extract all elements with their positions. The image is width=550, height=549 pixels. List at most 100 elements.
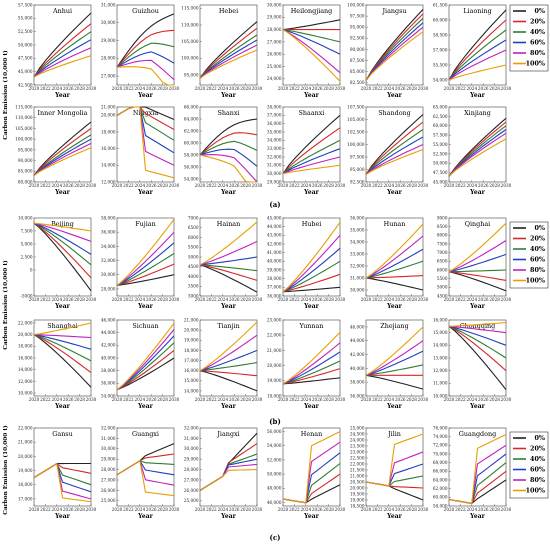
series-line-100pct (116, 66, 174, 86)
panel-title: Tianjin (217, 322, 239, 330)
x-tick-label: 2022 (289, 507, 300, 512)
x-tick-label: 2028 (489, 397, 500, 402)
y-tick-label: 26,000 (101, 488, 116, 493)
y-tick-label: 31,000 (101, 436, 116, 441)
series-line-60pct (199, 148, 258, 167)
y-tick-label: 40,000 (101, 355, 116, 360)
legend-label: 100% (526, 487, 545, 495)
series-line-60pct (116, 335, 175, 391)
panel-anhui: Anhui 42,500 45,000 47,500 50,000 52,500 55,00… (18, 2, 97, 99)
y-tick-label: 107,500 (347, 104, 365, 109)
series-line-0pct (365, 9, 424, 81)
y-tick-label: 23,000 (350, 449, 365, 454)
y-tick-label: 115,000 (15, 104, 33, 109)
y-tick-label: 24,000 (267, 76, 282, 81)
y-axis-label: Carbon Emission (10,000 t) (2, 50, 9, 140)
series-line-100pct (33, 147, 92, 177)
series-line-60pct (33, 39, 92, 78)
x-tick-label: 2022 (123, 183, 134, 188)
y-tick-label: 105,000 (181, 39, 199, 44)
y-tick-label: 25,000 (350, 425, 365, 430)
x-tick-label: 2022 (289, 397, 300, 402)
x-tick-label: 2030 (501, 183, 512, 188)
x-tick-label: 2028 (157, 507, 168, 512)
x-tick-label: 2020 (278, 507, 289, 512)
series-line-80pct (448, 325, 507, 334)
x-tick-label: 2022 (206, 297, 217, 302)
y-tick-label: 33,000 (350, 251, 365, 256)
series-line-100pct (33, 462, 92, 503)
panel-title: Hebei (219, 7, 238, 15)
x-tick-label: 2022 (206, 183, 217, 188)
y-tick-label: 29,000 (267, 15, 282, 20)
x-tick-label: 2020 (278, 397, 289, 402)
series-line-40pct (282, 260, 341, 293)
y-tick-label: 25,000 (101, 498, 116, 503)
legend-label: 0% (534, 7, 545, 15)
y-tick-label: 66,000 (184, 104, 199, 109)
legend-label: 80% (530, 266, 545, 274)
y-tick-label: 31,000 (184, 436, 199, 441)
legend-label: 20% (530, 18, 545, 26)
panel-title: Liaoning (463, 7, 491, 15)
legend-box (509, 4, 549, 72)
x-tick-label: 2028 (240, 297, 251, 302)
y-tick-label: 97,500 (350, 14, 365, 19)
series-line-60pct (282, 351, 341, 385)
x-tick-label: 2026 (146, 86, 157, 91)
y-tick-label: 18,000 (18, 482, 33, 487)
panel-title: Shandong (378, 109, 411, 117)
x-tick-label: 2020 (112, 183, 123, 188)
x-tick-label: 2020 (278, 183, 289, 188)
y-tick-label: 58,000 (184, 152, 199, 157)
x-tick-label: 2026 (146, 397, 157, 402)
x-tick-label: 2030 (335, 397, 346, 402)
y-tick-label: 56,000 (184, 164, 199, 169)
x-tick-label: 2022 (206, 507, 217, 512)
y-tick-label: 34,000 (101, 393, 116, 398)
y-tick-label: 54,000 (433, 77, 448, 82)
series-line-80pct (282, 156, 341, 175)
series-line-80pct (199, 334, 258, 372)
x-tick-label: 2026 (395, 397, 406, 402)
y-tick-label: 50,000 (433, 161, 448, 166)
x-tick-label: 2030 (169, 297, 180, 302)
y-tick-label: 54,000 (184, 176, 199, 181)
x-tick-label: 2028 (489, 507, 500, 512)
x-axis-label: Year (54, 513, 70, 520)
x-tick-label: 2030 (335, 86, 346, 91)
x-tick-label: 2030 (418, 297, 429, 302)
x-tick-label: 2024 (51, 86, 62, 91)
y-tick-label: 92,500 (350, 179, 365, 184)
y-tick-label: 25,000 (267, 64, 282, 69)
x-tick-label: 2022 (455, 397, 466, 402)
y-tick-label: 5,000 (21, 241, 33, 246)
y-tick-label: 37,000 (267, 285, 282, 290)
y-tick-label: 90,000 (18, 158, 33, 163)
x-tick-label: 2022 (372, 397, 383, 402)
legend-label: 20% (530, 445, 545, 453)
y-tick-label: 30,000 (101, 446, 116, 451)
panel-frame (199, 217, 258, 297)
x-tick-label: 2026 (229, 507, 240, 512)
series-line-40pct (365, 129, 424, 175)
x-tick-label: 2024 (51, 297, 62, 302)
series-line-80pct (448, 49, 507, 81)
y-tick-label: 16,000 (184, 368, 199, 373)
x-tick-label: 2030 (418, 397, 429, 402)
panel-title: Xinjiang (464, 109, 491, 117)
y-tick-label: 5500 (188, 245, 199, 250)
x-tick-label: 2020 (29, 397, 40, 402)
x-tick-label: 2020 (112, 507, 123, 512)
y-tick-label: 20,000 (267, 363, 282, 368)
x-tick-label: 2024 (134, 297, 145, 302)
y-tick-label: 3000 (188, 293, 199, 298)
x-tick-label: 2022 (289, 183, 300, 188)
section-label: (b) (269, 417, 281, 426)
panel-hainan: Hainan 3000 3500 4000 4500 5000 5500 6000 6500 70… (188, 215, 263, 310)
y-tick-label: 44,000 (267, 224, 282, 229)
panel-frame (33, 427, 92, 507)
x-tick-label: 2022 (123, 507, 134, 512)
x-tick-label: 2030 (252, 507, 263, 512)
y-tick-label: 74,000 (433, 434, 448, 439)
